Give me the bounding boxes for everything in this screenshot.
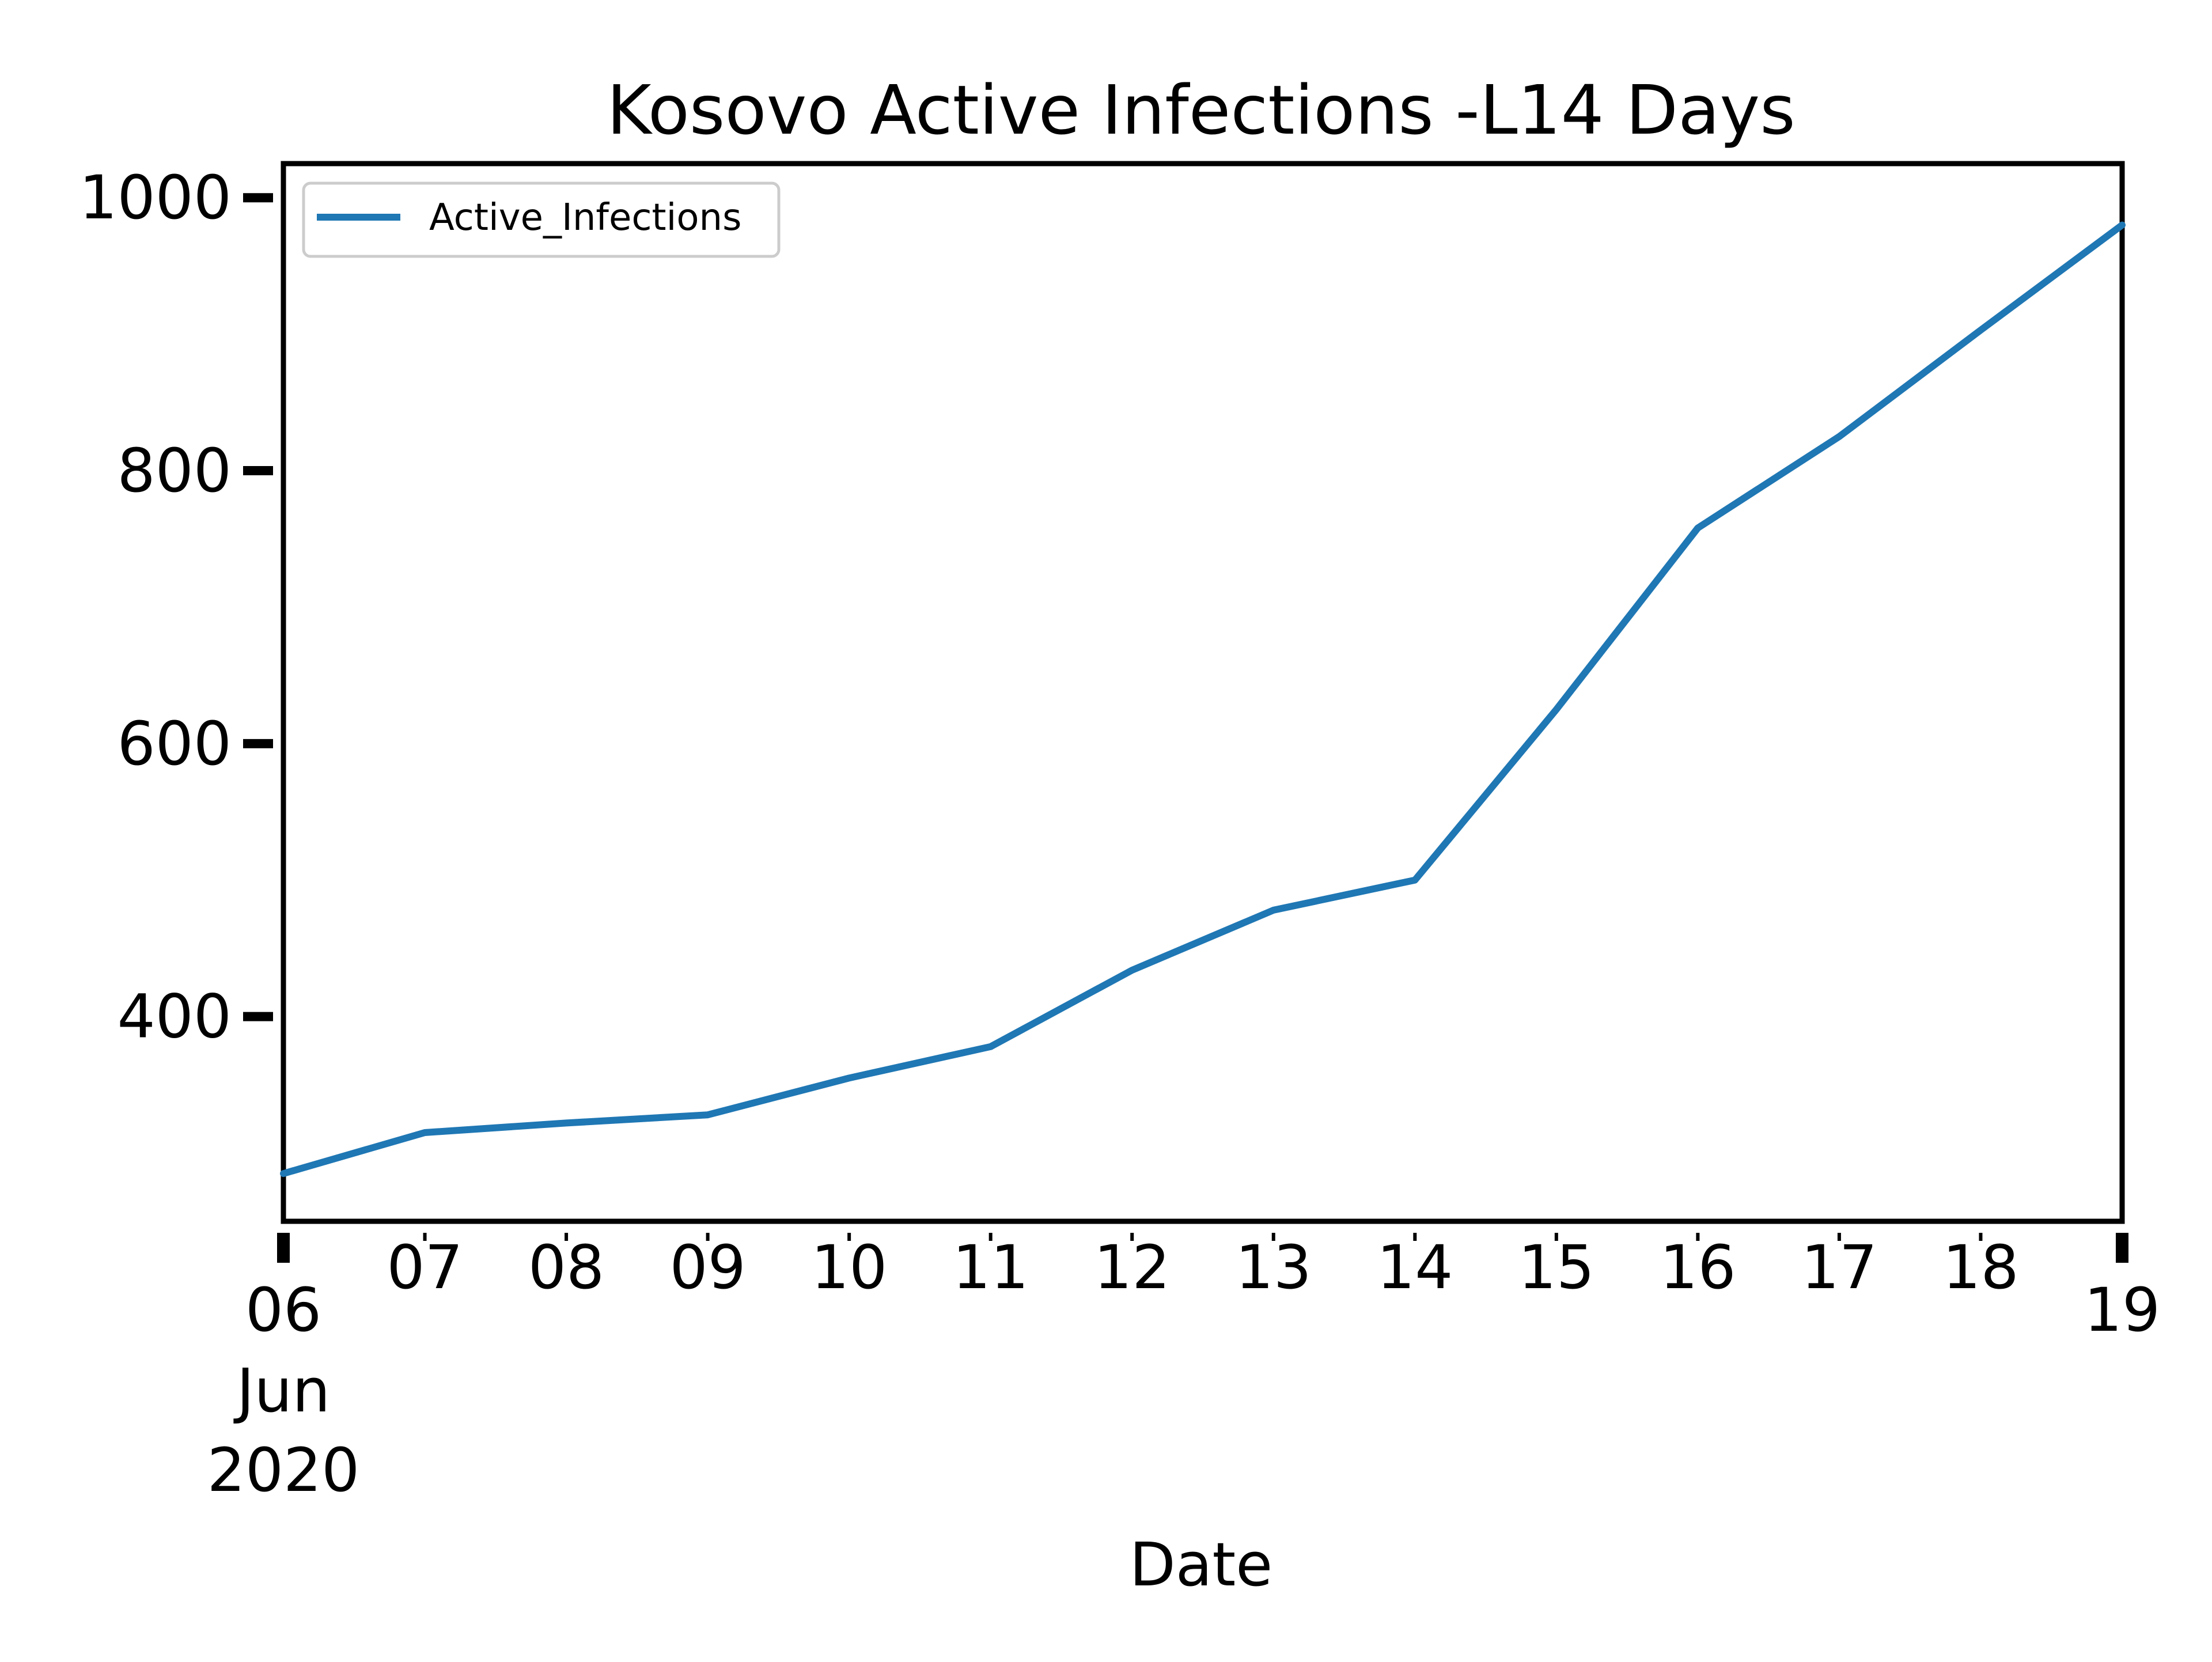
- y-tick-label: 400: [117, 982, 232, 1052]
- x-tick-label: 19: [2084, 1275, 2160, 1345]
- x-axis: 06 07 08 09 10 11 12 13 14 15 16 17 18 19 Jun 2020: [207, 1232, 2161, 1505]
- legend: Active_Infections: [302, 181, 781, 258]
- legend-label: Active_Infections: [429, 196, 741, 239]
- y-tick-label: 800: [117, 436, 232, 506]
- legend-box: [302, 181, 781, 258]
- plot-border: [281, 161, 2125, 1224]
- x-tick-label: 06: [245, 1275, 321, 1345]
- x-tick-sublabel: 2020: [207, 1435, 360, 1505]
- x-tick-sublabel: Jun: [233, 1356, 331, 1426]
- chart-title: Kosovo Active Infections -L14 Days: [607, 70, 1796, 150]
- x-tick-label: 18: [1942, 1232, 2018, 1303]
- y-tick-label: 1000: [79, 162, 232, 233]
- x-tick-label: 08: [528, 1232, 604, 1303]
- x-tick-label: 10: [811, 1232, 887, 1303]
- x-tick-label: 15: [1518, 1232, 1594, 1303]
- x-axis-label: Date: [1130, 1530, 1273, 1600]
- series-line-active-infections: [280, 221, 2126, 1178]
- plot-frame: [281, 161, 2125, 1224]
- y-axis: 400 600 800 1000: [79, 162, 273, 1052]
- x-tick-label: 17: [1801, 1232, 1877, 1303]
- y-tick-label: 600: [117, 709, 232, 779]
- x-tick-label: 07: [387, 1232, 463, 1303]
- x-tick-label: 12: [1094, 1232, 1170, 1303]
- x-tick-label: 11: [953, 1232, 1029, 1303]
- x-tick-label: 13: [1236, 1232, 1312, 1303]
- x-tick-label: 16: [1660, 1232, 1736, 1303]
- x-tick-label: 14: [1377, 1232, 1453, 1303]
- x-tick-label: 09: [669, 1232, 745, 1303]
